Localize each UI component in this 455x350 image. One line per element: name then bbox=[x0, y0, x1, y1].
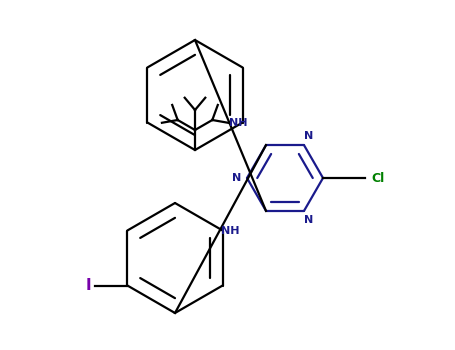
Text: NH: NH bbox=[221, 226, 240, 236]
Text: NH: NH bbox=[229, 118, 248, 128]
Text: N: N bbox=[304, 132, 313, 141]
Text: N: N bbox=[304, 215, 313, 225]
Text: I: I bbox=[86, 278, 91, 293]
Text: Cl: Cl bbox=[371, 172, 384, 184]
Text: N: N bbox=[233, 173, 242, 183]
